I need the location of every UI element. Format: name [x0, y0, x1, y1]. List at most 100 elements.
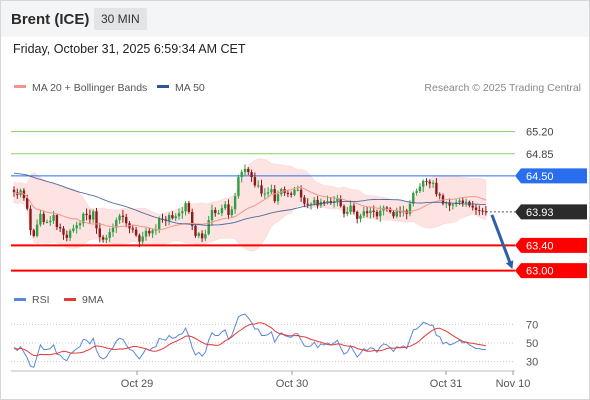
candle-body	[194, 225, 197, 236]
level-label-63-40: 63.40	[526, 240, 554, 252]
candle-body	[290, 193, 293, 195]
candle-body	[349, 205, 352, 212]
candle-body	[398, 211, 402, 213]
candle-body	[177, 213, 181, 217]
candle-body	[167, 215, 171, 221]
candle-body	[45, 222, 49, 224]
candle-body	[425, 180, 428, 182]
candle-body	[471, 205, 474, 208]
candle-body	[12, 189, 16, 193]
candle-body	[250, 172, 253, 178]
candle-body	[356, 211, 359, 219]
candle-body	[474, 207, 478, 211]
candle-body	[233, 196, 237, 210]
candle-body	[379, 210, 382, 217]
candle-body	[260, 185, 263, 194]
candle-body	[78, 223, 82, 226]
candle-body	[200, 233, 204, 239]
candle-body	[141, 236, 144, 242]
candle-body	[359, 215, 362, 219]
candle-body	[95, 211, 98, 229]
candle-body	[111, 227, 115, 233]
candle-body	[82, 213, 85, 224]
candle-body	[270, 189, 273, 193]
candle-body	[230, 209, 233, 216]
candle-body	[227, 204, 230, 216]
instrument-title: Brent (ICE)	[11, 11, 90, 28]
candle-body	[49, 220, 52, 223]
candle-body	[451, 204, 455, 206]
candle-body	[207, 220, 210, 235]
candle-body	[243, 168, 247, 173]
candle-body	[171, 215, 174, 219]
candle-body	[39, 213, 42, 225]
candle-body	[369, 210, 372, 214]
candle-body	[431, 182, 435, 184]
candle-body	[72, 228, 75, 231]
candle-body	[35, 224, 39, 236]
candle-body	[42, 213, 45, 223]
level-tag-63-00	[515, 263, 587, 279]
candle-body	[98, 228, 101, 238]
rsi-tick-70: 70	[526, 319, 538, 331]
level-label-63-00: 63.00	[526, 266, 554, 278]
rsi-legend-swatch-1	[14, 298, 26, 301]
level-label-64-50: 64.50	[526, 171, 554, 183]
candle-body	[346, 211, 349, 214]
candle-body	[247, 168, 250, 173]
level-label-65-20: 65.20	[526, 127, 554, 139]
candle-body	[220, 208, 224, 214]
candle-body	[458, 200, 461, 203]
candle-body	[389, 208, 392, 212]
candle-body	[240, 172, 243, 178]
candle-body	[299, 189, 303, 198]
candle-body	[151, 230, 154, 234]
candle-body	[85, 213, 88, 216]
legend-label-2: MA 50	[175, 82, 205, 94]
candle-body	[75, 225, 78, 229]
candle-body	[336, 198, 339, 202]
candle-body	[210, 210, 214, 221]
candle-body	[422, 180, 425, 187]
candle-body	[464, 201, 468, 204]
legend-swatch-2	[157, 85, 169, 88]
candle-body	[273, 189, 276, 202]
candle-body	[237, 177, 240, 197]
rsi-legend-label-1: RSI	[32, 294, 50, 306]
level-tag-63-93	[515, 204, 587, 220]
candle-body	[105, 237, 108, 240]
header-bar: Brent (ICE) 30 MIN	[1, 1, 589, 37]
rsi-legend-swatch-2	[64, 298, 76, 301]
timeframe-badge[interactable]: 30 MIN	[94, 8, 147, 30]
rsi-9ma-line	[13, 322, 487, 357]
research-credit: Research © 2025 Trading Central	[424, 82, 581, 94]
candle-body	[224, 204, 227, 209]
rsi-tick-50: 50	[526, 338, 538, 350]
rsi-line	[13, 313, 486, 368]
candle-body	[52, 215, 55, 221]
candle-body	[309, 203, 313, 205]
candle-body	[306, 203, 309, 205]
legend-label-1: MA 20 + Bollinger Bands	[32, 82, 147, 94]
candle-body	[62, 228, 65, 235]
candle-body	[118, 215, 121, 221]
level-label-64-85: 64.85	[526, 149, 554, 161]
candle-body	[55, 215, 59, 228]
level-tag-64-50	[515, 168, 587, 184]
candle-body	[296, 189, 299, 191]
candle-body	[154, 229, 158, 231]
level-tag-63-40	[515, 237, 587, 253]
candle-body	[59, 227, 62, 229]
candle-body	[365, 211, 369, 214]
candle-body	[184, 203, 187, 212]
candle-body	[484, 211, 488, 213]
candle-body	[286, 192, 290, 194]
candle-body	[101, 237, 105, 240]
level-label-63-93: 63.93	[526, 207, 554, 219]
candle-body	[253, 177, 257, 186]
timestamp-label: Friday, October 31, 2025 6:59:34 AM CET	[13, 42, 246, 56]
candle-body	[257, 185, 260, 187]
candle-body	[276, 194, 280, 202]
